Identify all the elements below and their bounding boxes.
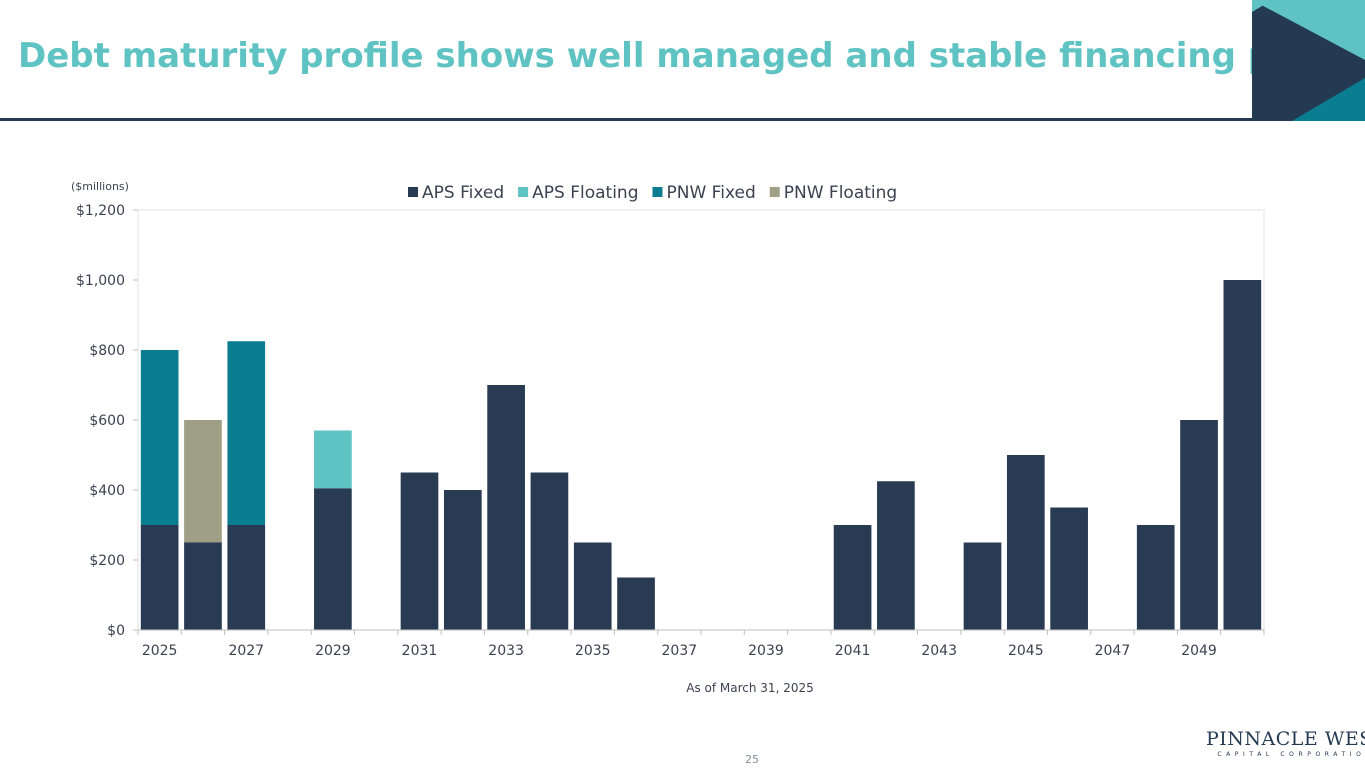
bar-aps-floating-2029 bbox=[314, 430, 352, 489]
bar-aps-fixed-2033 bbox=[487, 385, 525, 630]
bar-aps-fixed-2027 bbox=[227, 525, 266, 630]
bar-pnw-floating-2026 bbox=[184, 420, 222, 543]
x-tick-label: 2037 bbox=[662, 643, 698, 659]
bar-aps-fixed-2026 bbox=[184, 542, 222, 630]
slide-title: Debt maturity profile shows well managed… bbox=[18, 36, 1331, 76]
bar-aps-fixed-2049 bbox=[1180, 420, 1218, 630]
y-tick-label: $200 bbox=[89, 553, 125, 569]
chart-legend: APS Fixed APS Floating PNW Fixed PNW Floati… bbox=[408, 183, 897, 203]
bar-aps-fixed-2041 bbox=[833, 525, 872, 630]
legend-swatch bbox=[769, 187, 780, 197]
bar-aps-fixed-2036 bbox=[617, 577, 655, 630]
legend-swatch bbox=[518, 187, 529, 197]
x-tick-label: 2041 bbox=[835, 643, 871, 659]
y-axis: $0 $200 $400 $600 $800 $1,000 $1,200 bbox=[76, 203, 138, 639]
corner-graphic bbox=[1252, 0, 1365, 121]
legend-swatch bbox=[408, 187, 418, 197]
legend-label: PNW Floating bbox=[784, 183, 897, 203]
bar-aps-fixed-2045 bbox=[1006, 455, 1045, 630]
company-logo: PINNACLE WEST CAPITAL CORPORATION bbox=[1206, 728, 1365, 760]
bar-aps-fixed-2029 bbox=[314, 488, 352, 630]
x-tick-label: 2031 bbox=[402, 643, 438, 659]
bar-pnw-fixed-2025 bbox=[140, 350, 179, 525]
bar-aps-fixed-2050 bbox=[1223, 280, 1262, 630]
y-tick-label: $1,000 bbox=[76, 273, 125, 289]
y-tick-label: $600 bbox=[89, 413, 125, 429]
x-tick-label: 2043 bbox=[921, 643, 957, 659]
page-number: 25 bbox=[745, 753, 759, 766]
plot-frame bbox=[137, 209, 1265, 631]
x-tick-label: 2033 bbox=[488, 643, 524, 659]
x-tick-label: 2039 bbox=[748, 643, 784, 659]
x-tick-label: 2035 bbox=[575, 643, 611, 659]
bar-aps-fixed-2046 bbox=[1050, 507, 1088, 630]
y-tick-label: $800 bbox=[89, 343, 125, 359]
y-tick-label: $0 bbox=[107, 623, 125, 639]
legend-label: PNW Fixed bbox=[667, 183, 756, 203]
bars-group bbox=[140, 280, 1262, 630]
x-tick-label: 2045 bbox=[1008, 643, 1044, 659]
bar-aps-fixed-2035 bbox=[573, 542, 612, 630]
bar-pnw-fixed-2027 bbox=[227, 341, 266, 525]
legend-swatch bbox=[652, 187, 663, 197]
legend-label: APS Fixed bbox=[422, 183, 504, 203]
bar-aps-fixed-2042 bbox=[877, 481, 915, 630]
header-divider bbox=[0, 118, 1365, 121]
as-of-note: As of March 31, 2025 bbox=[686, 681, 814, 695]
x-tick-label: 2027 bbox=[228, 643, 264, 659]
bar-aps-fixed-2048 bbox=[1136, 525, 1175, 630]
unit-label: ($millions) bbox=[71, 180, 129, 193]
logo-wordmark: PINNACLE WEST bbox=[1206, 728, 1365, 750]
bar-aps-fixed-2044 bbox=[963, 542, 1002, 630]
bar-aps-fixed-2034 bbox=[530, 472, 569, 630]
legend-label: APS Floating bbox=[532, 183, 638, 203]
x-tick-label: 2025 bbox=[142, 643, 178, 659]
bar-aps-fixed-2031 bbox=[400, 472, 439, 630]
logo-tagline: CAPITAL CORPORATION bbox=[1217, 751, 1365, 758]
x-tick-label: 2029 bbox=[315, 643, 351, 659]
y-tick-label: $1,200 bbox=[76, 203, 125, 219]
bar-aps-fixed-2025 bbox=[140, 525, 179, 630]
x-tick-label: 2047 bbox=[1095, 643, 1131, 659]
y-tick-label: $400 bbox=[89, 483, 125, 499]
bar-aps-fixed-2032 bbox=[443, 490, 482, 630]
x-axis: 2025 2027 2029 2031 2033 2035 2037 2039 2041 2043… bbox=[137, 630, 1265, 659]
x-tick-label: 2049 bbox=[1181, 643, 1217, 659]
